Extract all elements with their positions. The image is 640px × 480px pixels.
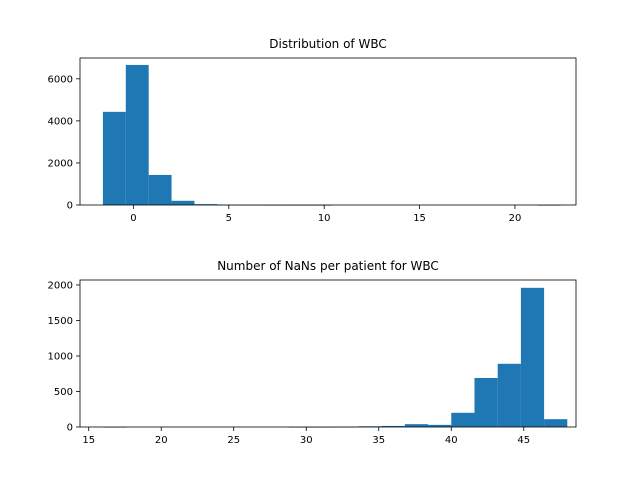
histogram-bar <box>474 378 498 427</box>
histogram-bar <box>102 111 126 205</box>
x-tick-label: 15 <box>82 435 95 446</box>
x-tick-label: 35 <box>372 435 385 446</box>
y-tick-label: 0 <box>67 423 73 434</box>
y-tick-label: 2000 <box>48 158 73 169</box>
histogram-bar <box>497 363 521 427</box>
histogram-bar <box>520 287 545 427</box>
y-tick-label: 500 <box>54 387 73 398</box>
histogram-bar <box>194 204 218 205</box>
y-tick-label: 4000 <box>48 116 73 127</box>
plot-frame <box>79 279 577 428</box>
x-tick-label: 20 <box>509 213 522 224</box>
y-tick-label: 1500 <box>48 316 73 327</box>
x-tick-label: 25 <box>227 435 240 446</box>
y-ticks: 0 2000 4000 6000 <box>48 74 80 212</box>
y-tick-label: 1000 <box>48 351 73 362</box>
x-tick-label: 30 <box>300 435 313 446</box>
histogram-bar <box>125 64 149 205</box>
histogram-bar <box>381 425 405 427</box>
chart-title: Number of NaNs per patient for WBC <box>217 259 439 273</box>
histogram-bar <box>544 419 568 427</box>
y-ticks: 0 500 1000 1500 2000 <box>48 280 80 434</box>
histogram-bar <box>451 412 475 427</box>
x-ticks: 15 20 25 30 35 40 45 <box>82 427 530 446</box>
y-tick-label: 2000 <box>48 280 73 291</box>
histogram-bar <box>148 174 172 205</box>
x-tick-label: 10 <box>318 213 331 224</box>
chart-nans-per-patient: Number of NaNs per patient for WBC 15 20 2… <box>48 259 577 446</box>
y-tick-label: 6000 <box>48 74 73 85</box>
y-tick-label: 0 <box>67 201 73 212</box>
x-tick-label: 45 <box>517 435 530 446</box>
x-tick-label: 40 <box>445 435 458 446</box>
histogram-bar <box>428 424 452 427</box>
histogram-bar <box>171 200 195 205</box>
plot-frame <box>79 57 577 206</box>
bars-group <box>103 287 568 428</box>
x-tick-label: 20 <box>155 435 168 446</box>
chart-wbc-distribution: Distribution of WBC 0 5 10 15 20 0 2000 4000 60… <box>48 37 577 224</box>
histogram-bar <box>404 424 429 427</box>
x-tick-label: 0 <box>130 213 136 224</box>
x-tick-label: 15 <box>413 213 426 224</box>
chart-title: Distribution of WBC <box>269 37 386 51</box>
x-tick-label: 5 <box>226 213 232 224</box>
x-ticks: 0 5 10 15 20 <box>130 205 521 224</box>
